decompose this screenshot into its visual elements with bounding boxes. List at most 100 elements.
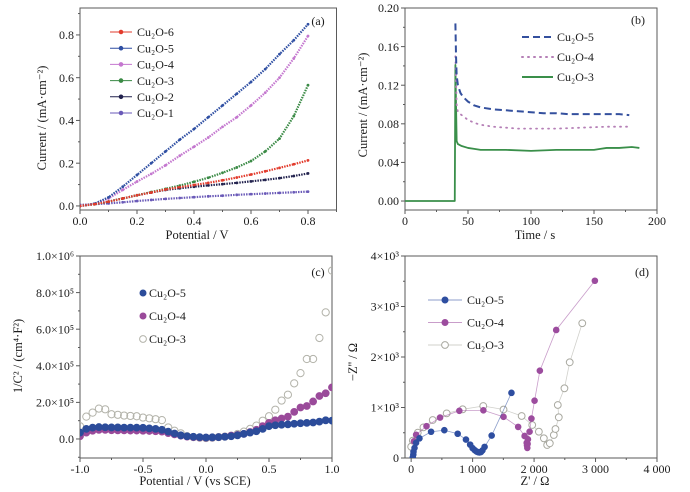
data-point-cu2o-3 [554, 413, 563, 422]
panel-label: (d) [635, 265, 649, 279]
y-tick-label: 4.0×10⁵ [36, 359, 74, 373]
data-point-cu2o-4 [531, 397, 538, 404]
data-point-cu2o-4 [536, 367, 544, 374]
series-line-cu2o-6 [80, 159, 309, 208]
y-axis-title: 1/C² / (cm⁴·F²) [11, 319, 25, 393]
y-tick-label: 6.0×10⁵ [36, 322, 74, 336]
data-point-cu2o-5 [321, 416, 330, 425]
data-point-cu2o-1 [235, 193, 239, 197]
legend-marker [441, 341, 449, 349]
data-point-cu2o-2 [221, 182, 224, 186]
data-point-cu2o-4 [292, 57, 296, 60]
data-point-cu2o-3 [151, 415, 160, 424]
data-point-cu2o-5 [292, 38, 296, 42]
series-cu2o-5 [454, 23, 630, 117]
data-point-cu2o-5 [107, 195, 110, 199]
data-point-cu2o-3 [82, 412, 91, 421]
data-point-cu2o-3 [126, 411, 135, 421]
data-point-cu2o-5 [416, 435, 423, 442]
data-point-cu2o-6 [278, 166, 281, 170]
data-point-cu2o-1 [221, 194, 224, 198]
series-line-cu2o-1 [80, 190, 309, 206]
data-point-cu2o-5 [139, 423, 147, 432]
data-point-cu2o-4 [164, 163, 167, 167]
legend-entry-cu2o-4: Cu₂O-4 [110, 58, 174, 72]
x-tick-label: 0 [408, 462, 414, 476]
data-point-cu2o-3 [88, 408, 97, 417]
legend-entry-cu2o-2: Cu₂O-2 [110, 90, 174, 104]
data-point-cu2o-4 [290, 407, 299, 416]
data-point-cu2o-5 [145, 424, 154, 433]
series-cu2o-4 [410, 277, 599, 452]
data-point-cu2o-1 [135, 199, 139, 203]
data-point-cu2o-4 [235, 115, 239, 119]
y-tick-label: 0.04 [378, 156, 399, 170]
data-point-cu2o-5 [309, 418, 318, 427]
plot-frame [79, 7, 337, 211]
y-axis-title: Current / (mA·cm⁻²) [356, 53, 370, 158]
data-point-cu2o-2 [278, 176, 281, 180]
legend-label: Cu₂O-4 [149, 309, 186, 323]
data-point-cu2o-4 [306, 34, 310, 38]
data-point-cu2o-4 [591, 277, 599, 285]
data-point-cu2o-1 [178, 196, 182, 200]
data-point-cu2o-4 [263, 91, 267, 95]
panel-a: 0.0 0.2 0.4 0.6 0.8 0.0 0.2 0.4 0.6 0.8 Potential … [35, 7, 337, 242]
legend-label: Cu₂O-3 [467, 338, 504, 352]
data-point-cu2o-3 [206, 176, 210, 180]
legend-marker [118, 29, 124, 35]
legend-marker [118, 94, 124, 100]
data-point-cu2o-5 [263, 67, 267, 71]
legend-label: Cu₂O-4 [467, 316, 504, 330]
axes: 0 50 100 150 200 0.00 0.04 0.08 0.12 0.16 0.20 [378, 1, 666, 228]
legend-marker [441, 319, 449, 326]
data-point-cu2o-4 [528, 415, 535, 422]
legend: Cu₂O-5 Cu₂O-4 Cu₂O-3 [428, 293, 504, 352]
y-axis-title: −Z'' / Ω [346, 343, 360, 381]
x-tick-label: 0 [402, 214, 408, 228]
x-tick-label: 0.8 [301, 214, 316, 228]
legend-label: Cu₂O-3 [149, 332, 186, 346]
legend-label: Cu₂O-4 [557, 50, 594, 64]
data-point-cu2o-5 [132, 423, 141, 432]
data-point-cu2o-3 [138, 413, 148, 422]
data-point-cu2o-4 [296, 403, 305, 412]
legend-label: Cu₂O-6 [137, 25, 174, 39]
x-tick-label: -0.5 [134, 462, 153, 476]
data-point-cu2o-5 [239, 429, 248, 438]
data-point-cu2o-5 [208, 433, 217, 442]
legend-label: Cu₂O-3 [557, 70, 594, 84]
x-tick-label: 0.5 [262, 462, 277, 476]
data-point-cu2o-5 [412, 439, 420, 447]
data-point-cu2o-5 [170, 429, 179, 438]
data-point-cu2o-6 [221, 178, 224, 182]
data-point-cu2o-5 [246, 428, 255, 437]
data-point-cu2o-3 [277, 396, 286, 405]
data-point-cu2o-3 [101, 405, 110, 414]
legend-label: Cu₂O-5 [467, 293, 504, 307]
legend-marker [118, 62, 124, 67]
data-point-cu2o-2 [249, 179, 253, 183]
series-cu2o-2 [80, 172, 310, 208]
x-tick-label: 2 000 [521, 462, 548, 476]
legend-label: Cu₂O-5 [149, 286, 186, 300]
data-point-cu2o-5 [508, 389, 515, 397]
data-point-cu2o-4 [284, 412, 292, 421]
legend-label: Cu₂O-3 [137, 74, 174, 88]
data-point-cu2o-5 [183, 432, 192, 441]
y-tick-label: 0.8 [59, 28, 74, 42]
data-point-cu2o-5 [488, 432, 495, 439]
data-point-cu2o-5 [120, 423, 128, 432]
data-point-cu2o-2 [292, 174, 296, 178]
data-point-cu2o-5 [265, 422, 273, 431]
data-point-cu2o-5 [252, 427, 261, 436]
legend-entry-cu2o-3: Cu₂O-3 [139, 332, 186, 346]
data-point-cu2o-3 [553, 401, 562, 409]
data-point-cu2o-5 [126, 423, 135, 432]
y-tick-label: 1×10³ [371, 401, 400, 415]
data-point-cu2o-1 [249, 192, 253, 196]
series-cu2o-6 [80, 159, 310, 208]
panel-label: (c) [311, 265, 324, 279]
data-point-cu2o-6 [306, 159, 310, 162]
y-tick-label: 0.6 [59, 71, 74, 85]
